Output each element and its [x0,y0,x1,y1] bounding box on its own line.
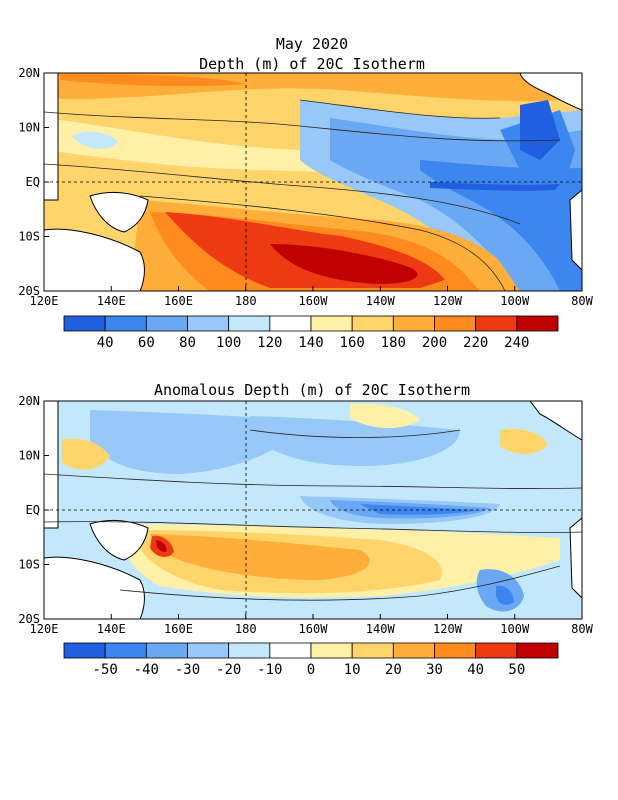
x-tick-label: 120W [433,622,463,636]
colorbar-swatch [475,642,518,659]
y-tick-label: EQ [26,503,40,517]
colorbar-swatch [269,315,312,332]
x-tick-label: 100W [500,622,530,636]
top-subtitle: Depth (m) of 20C Isotherm [199,55,425,73]
colorbar-label: 120 [257,335,282,351]
y-tick-label: 10N [18,449,40,463]
colorbar-swatch [434,642,477,659]
colorbar-label: 10 [344,662,361,678]
colorbar-label: -40 [134,662,159,678]
colorbar-label: 30 [426,662,443,678]
y-tick-label: 20S [18,612,40,626]
x-tick-label: 140E [97,294,126,308]
colorbar-label: 180 [381,335,406,351]
top-title: May 2020 [276,35,348,53]
colorbar-swatch [187,642,230,659]
y-tick-label: 10S [18,558,40,572]
colorbar-swatch [351,315,394,332]
colorbar-swatch [351,642,394,659]
x-tick-label: 120W [433,294,463,308]
top-colorbar: 40 60 80 100 120 140 160 180 200 220 240 [63,315,559,351]
x-tick-label: 120E [30,622,59,636]
colorbar-swatch [104,642,147,659]
colorbar-swatch [63,315,106,332]
colorbar-label: 100 [216,335,241,351]
colorbar-swatch [392,642,435,659]
x-tick-label: 180 [235,294,257,308]
colorbar-swatch [269,642,312,659]
y-tick-label: 10N [18,121,40,135]
colorbar-swatch [228,642,271,659]
y-tick-label: 10S [18,230,40,244]
x-tick-label: 180 [235,622,257,636]
colorbar-label: 160 [340,335,365,351]
colorbar-label: 140 [298,335,323,351]
colorbar-label: 0 [307,662,315,678]
colorbar-swatch [187,315,230,332]
x-tick-label: 140E [97,622,126,636]
colorbar-swatch [63,642,106,659]
y-tick-label: 20N [18,394,40,408]
colorbar-label: 80 [179,335,196,351]
x-tick-label: 160W [299,622,329,636]
bottom-map [44,401,582,619]
colorbar-swatch [310,315,353,332]
x-tick-label: 140W [366,294,396,308]
colorbar-label: 220 [463,335,488,351]
colorbar-swatch [145,642,188,659]
colorbar-label: -30 [175,662,200,678]
x-tick-label: 80W [571,622,593,636]
x-tick-label: 160E [164,622,193,636]
x-tick-label: 160E [164,294,193,308]
colorbar-label: -50 [93,662,118,678]
colorbar-label: -20 [216,662,241,678]
top-axis-ticks: 120E 140E 160E 180 160W 140W 120W 100W 80W 20N 10N… [18,66,593,308]
colorbar-swatch [228,315,271,332]
bottom-colorbar: -50 -40 -30 -20 -10 0 10 20 30 40 50 [63,642,559,678]
colorbar-swatch [475,315,518,332]
colorbar-label: 240 [504,335,529,351]
x-tick-label: 80W [571,294,593,308]
colorbar-swatch [392,315,435,332]
y-tick-label: EQ [26,175,40,189]
bottom-axis-ticks: 120E 140E 160E 180 160W 140W 120W 100W 80W 20N 10N… [18,394,593,636]
colorbar-label: 60 [138,335,155,351]
colorbar-label: 20 [385,662,402,678]
y-tick-label: 20S [18,284,40,298]
colorbar-label: -10 [257,662,282,678]
colorbar-swatch [434,315,477,332]
colorbar-swatch [145,315,188,332]
colorbar-swatch [516,642,559,659]
colorbar-swatch [104,315,147,332]
x-tick-label: 100W [500,294,530,308]
top-map [44,73,582,291]
x-tick-label: 140W [366,622,396,636]
colorbar-swatch [310,642,353,659]
y-tick-label: 20N [18,66,40,80]
colorbar-label: 50 [508,662,525,678]
colorbar-label: 40 [467,662,484,678]
bottom-title: Anomalous Depth (m) of 20C Isotherm [154,381,470,399]
colorbar-swatch [516,315,559,332]
colorbar-label: 200 [422,335,447,351]
x-tick-label: 160W [299,294,329,308]
x-tick-label: 120E [30,294,59,308]
colorbar-label: 40 [97,335,114,351]
